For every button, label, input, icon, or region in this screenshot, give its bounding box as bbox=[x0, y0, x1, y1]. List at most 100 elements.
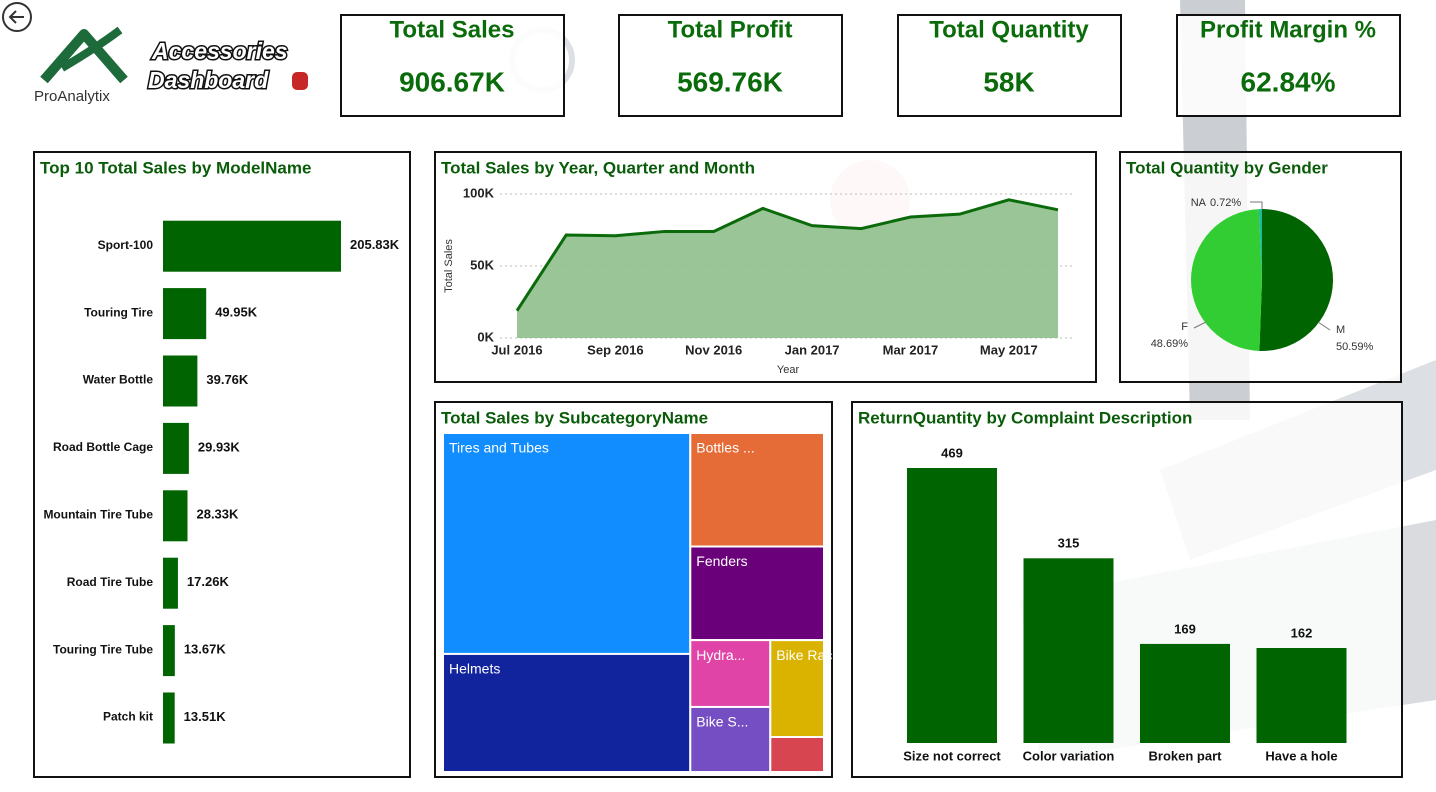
kpi-label: Total Quantity bbox=[929, 16, 1089, 43]
bar bbox=[163, 220, 341, 272]
chart-title: Total Quantity by Gender bbox=[1126, 158, 1328, 177]
bar bbox=[1140, 643, 1230, 743]
treemap-label: Tires and Tubes bbox=[449, 440, 549, 456]
treemap-label: Bottles ... bbox=[696, 440, 754, 456]
line bbox=[515, 198, 1059, 312]
kpi-card bbox=[340, 14, 565, 117]
chart-title: ReturnQuantity by Complaint Description bbox=[858, 408, 1192, 427]
treemap-cell bbox=[689, 639, 772, 708]
value-label: 0.72% bbox=[1210, 197, 1241, 209]
value-label: 169 bbox=[1174, 621, 1196, 636]
treemap-label: Helmets bbox=[449, 661, 500, 677]
pie-slice bbox=[1258, 209, 1262, 280]
value-label: 162 bbox=[1291, 625, 1313, 640]
logo: ProAnalytix bbox=[34, 26, 128, 105]
category-label: NA bbox=[1191, 197, 1207, 209]
x-tick-label: Sep 2016 bbox=[587, 342, 643, 357]
value-label: 17.26K bbox=[187, 574, 230, 589]
x-tick-label: Jan 2017 bbox=[785, 342, 840, 357]
treemap-cell bbox=[689, 545, 826, 642]
kpi-value: 62.84% bbox=[1241, 66, 1336, 97]
bar bbox=[907, 468, 997, 743]
pie-slice bbox=[1259, 209, 1333, 351]
treemap-cell bbox=[689, 432, 826, 548]
treemap-label: Hydra... bbox=[696, 647, 745, 663]
dashboard-title: Dashboard bbox=[148, 67, 269, 93]
category-label: Sport-100 bbox=[98, 238, 154, 252]
kpi-value: 906.67K bbox=[399, 66, 505, 97]
value-label: 13.51K bbox=[184, 709, 227, 724]
bar bbox=[163, 692, 175, 744]
bag-icon bbox=[292, 72, 308, 90]
chart-title: Total Sales by SubcategoryName bbox=[441, 408, 708, 427]
logo-text: ProAnalytix bbox=[34, 88, 110, 105]
kpi-value: 569.76K bbox=[677, 66, 783, 97]
category-label: Road Bottle Cage bbox=[53, 440, 153, 454]
value-label: 29.93K bbox=[198, 439, 241, 454]
leader-line bbox=[1193, 321, 1207, 329]
bar bbox=[163, 288, 207, 340]
category-label: Color variation bbox=[1023, 748, 1115, 763]
category-label: Size not correct bbox=[903, 748, 1001, 763]
treemap-label: Fenders bbox=[696, 553, 747, 569]
chart-title: Total Sales by Year, Quarter and Month bbox=[441, 158, 755, 177]
category-label: Broken part bbox=[1149, 748, 1223, 763]
leader-line bbox=[1250, 201, 1263, 209]
category-label: Mountain Tire Tube bbox=[43, 507, 153, 521]
treemap-cell bbox=[769, 736, 825, 773]
kpi-card bbox=[897, 14, 1122, 117]
treemap-cell bbox=[769, 639, 825, 739]
value-label: 48.69% bbox=[1151, 338, 1189, 350]
value-label: 13.67K bbox=[184, 642, 227, 657]
category-label: F bbox=[1181, 321, 1188, 333]
category-label: Road Tire Tube bbox=[67, 575, 154, 589]
kpi-value: 58K bbox=[983, 66, 1034, 97]
kpi-label: Profit Margin % bbox=[1200, 16, 1376, 43]
category-label: Water Bottle bbox=[83, 373, 154, 387]
category-label: Have a hole bbox=[1265, 748, 1337, 763]
category-label: Touring Tire Tube bbox=[53, 642, 153, 656]
kpi-label: Total Sales bbox=[390, 16, 515, 43]
kpi-label: Total Profit bbox=[668, 16, 793, 43]
bar bbox=[163, 625, 175, 677]
pie-slice bbox=[1191, 209, 1262, 351]
x-axis-title: Year bbox=[777, 364, 800, 376]
category-label: Touring Tire bbox=[84, 305, 153, 319]
value-label: 49.95K bbox=[215, 305, 258, 320]
y-tick-label: 50K bbox=[470, 257, 494, 272]
y-tick-label: 100K bbox=[463, 185, 495, 200]
category-label: Patch kit bbox=[103, 710, 153, 724]
kpi-card bbox=[618, 14, 843, 117]
bar bbox=[163, 490, 188, 542]
leader-line bbox=[1317, 321, 1331, 331]
x-tick-label: May 2017 bbox=[980, 342, 1038, 357]
y-axis-title: Total Sales bbox=[443, 239, 455, 293]
treemap-cell bbox=[689, 705, 772, 773]
back-button[interactable] bbox=[2, 2, 32, 32]
y-tick-label: 0K bbox=[477, 329, 494, 344]
bar bbox=[1023, 558, 1114, 743]
category-label: M bbox=[1336, 324, 1345, 336]
x-tick-label: Nov 2016 bbox=[685, 342, 742, 357]
x-tick-label: Jul 2016 bbox=[491, 342, 542, 357]
bar bbox=[163, 422, 189, 474]
value-label: 469 bbox=[941, 445, 963, 460]
treemap-cell bbox=[442, 652, 692, 774]
dashboard-title: Accessories bbox=[151, 38, 288, 64]
bar bbox=[1256, 648, 1347, 743]
value-label: 50.59% bbox=[1336, 341, 1374, 353]
bar bbox=[163, 355, 198, 407]
x-tick-label: Mar 2017 bbox=[883, 342, 939, 357]
value-label: 205.83K bbox=[350, 237, 400, 252]
chart-title: Top 10 Total Sales by ModelName bbox=[40, 158, 311, 177]
treemap-label: Bike Racks bbox=[776, 647, 846, 663]
value-label: 315 bbox=[1058, 536, 1080, 551]
treemap-label: Bike S... bbox=[696, 714, 748, 730]
treemap-cell bbox=[442, 432, 692, 655]
area bbox=[517, 199, 1058, 338]
bar bbox=[163, 557, 178, 609]
value-label: 39.76K bbox=[206, 372, 249, 387]
value-label: 28.33K bbox=[196, 507, 239, 522]
